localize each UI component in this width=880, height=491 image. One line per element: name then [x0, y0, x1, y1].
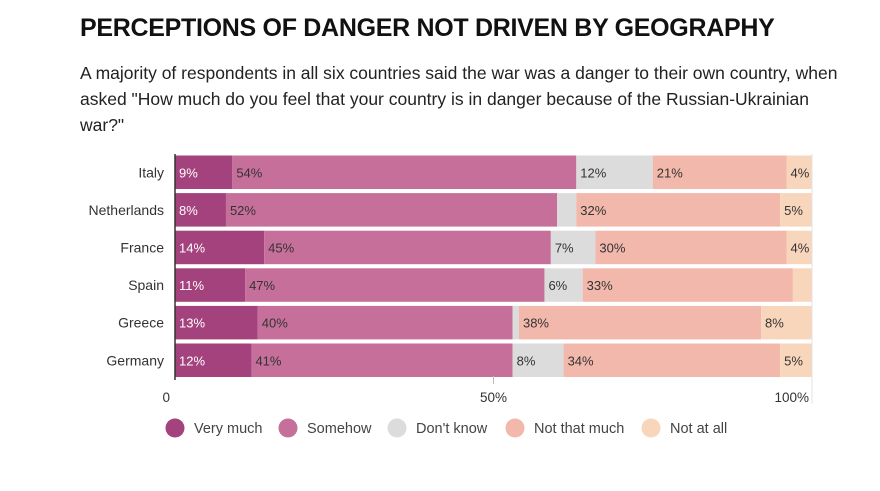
category-label-spain: Spain: [128, 277, 164, 293]
data-label-netherlands-very-much: 8%: [179, 203, 198, 218]
bar-greece-very-much: [175, 305, 258, 340]
bar-germany-very-much: [175, 343, 252, 377]
data-label-greece-very-much: 13%: [179, 316, 205, 331]
data-label-germany-not-that-much: 34%: [568, 353, 594, 368]
bar-netherlands-not-that-much: [576, 193, 781, 227]
bar-france-not-that-much: [595, 230, 787, 265]
bar-netherlands-very-much: [175, 193, 226, 227]
legend-swatch-not-that-much: [505, 418, 525, 438]
legend-label-very-much: Very much: [194, 421, 263, 437]
bar-germany-somehow: [251, 343, 513, 377]
data-label-italy-not-at-all: 4%: [791, 165, 810, 180]
chart-title: PERCEPTIONS OF DANGER NOT DRIVEN BY GEOG…: [80, 14, 775, 42]
legend-swatch-not-at-all: [641, 418, 661, 438]
category-label-germany: Germany: [106, 352, 164, 368]
bar-italy-somehow: [232, 155, 577, 189]
data-label-france-don-t-know: 7%: [555, 240, 574, 255]
data-label-greece-not-at-all: 8%: [765, 316, 784, 331]
data-label-netherlands-not-that-much: 32%: [580, 203, 606, 218]
bar-netherlands-don-t-know: [557, 193, 577, 227]
data-label-spain-somehow: 47%: [249, 278, 275, 293]
bar-netherlands-somehow: [225, 193, 558, 227]
data-label-france-not-at-all: 4%: [791, 240, 810, 255]
data-label-greece-somehow: 40%: [262, 316, 288, 331]
data-label-germany-somehow: 41%: [255, 353, 281, 368]
bar-italy-very-much: [175, 155, 233, 189]
data-label-italy-very-much: 9%: [179, 165, 198, 180]
bar-greece-don-t-know: [512, 305, 519, 340]
bar-france-not-at-all: [786, 230, 812, 265]
bar-greece-somehow: [257, 305, 513, 340]
legend-swatch-somehow: [278, 418, 298, 438]
legend-swatch-don-t-know: [387, 418, 407, 438]
x-tick-label-0: 0: [162, 390, 170, 405]
data-label-spain-don-t-know: 6%: [548, 278, 567, 293]
data-label-france-very-much: 14%: [179, 240, 205, 255]
category-label-greece: Greece: [118, 315, 164, 331]
bar-greece-not-at-all: [761, 305, 812, 340]
bar-greece-not-that-much: [518, 305, 762, 340]
bar-france-don-t-know: [550, 230, 596, 265]
category-label-netherlands: Netherlands: [89, 202, 165, 218]
bar-france-very-much: [175, 230, 265, 265]
data-label-greece-not-that-much: 38%: [523, 316, 549, 331]
data-label-france-somehow: 45%: [268, 240, 294, 255]
bar-spain-very-much: [175, 268, 246, 302]
bar-spain-somehow: [245, 268, 545, 302]
bar-spain-don-t-know: [544, 268, 583, 302]
data-label-italy-not-that-much: 21%: [657, 165, 683, 180]
bar-italy-not-that-much: [652, 155, 787, 189]
bar-netherlands-not-at-all: [780, 193, 812, 227]
data-label-spain-not-that-much: 33%: [587, 278, 613, 293]
legend-label-somehow: Somehow: [307, 421, 372, 437]
x-tick-label-100: 100%: [774, 390, 809, 405]
data-label-spain-very-much: 11%: [179, 278, 204, 293]
legend-label-don-t-know: Don't know: [416, 421, 488, 437]
x-tick-label-50: 50%: [480, 390, 507, 405]
data-label-netherlands-somehow: 52%: [230, 203, 256, 218]
bar-germany-not-at-all: [780, 343, 812, 377]
data-label-germany-don-t-know: 8%: [517, 353, 536, 368]
data-label-italy-don-t-know: 12%: [580, 165, 606, 180]
bar-italy-don-t-know: [576, 155, 653, 189]
legend-label-not-at-all: Not at all: [670, 421, 727, 437]
category-label-france: France: [120, 239, 164, 255]
data-label-netherlands-not-at-all: 5%: [784, 203, 803, 218]
bar-germany-don-t-know: [512, 343, 564, 377]
category-label-italy: Italy: [138, 164, 164, 180]
bar-germany-not-that-much: [563, 343, 781, 377]
bar-spain-not-at-all: [792, 268, 812, 302]
legend-label-not-that-much: Not that much: [534, 421, 624, 437]
data-label-italy-somehow: 54%: [236, 165, 262, 180]
bar-italy-not-at-all: [786, 155, 812, 189]
legend-swatch-very-much: [165, 418, 185, 438]
chart-subtitle: A majority of respondents in all six cou…: [80, 63, 838, 135]
bar-spain-not-that-much: [582, 268, 793, 302]
data-label-france-not-that-much: 30%: [599, 240, 625, 255]
bar-france-somehow: [264, 230, 551, 265]
data-label-germany-not-at-all: 5%: [784, 353, 803, 368]
data-label-germany-very-much: 12%: [179, 353, 205, 368]
